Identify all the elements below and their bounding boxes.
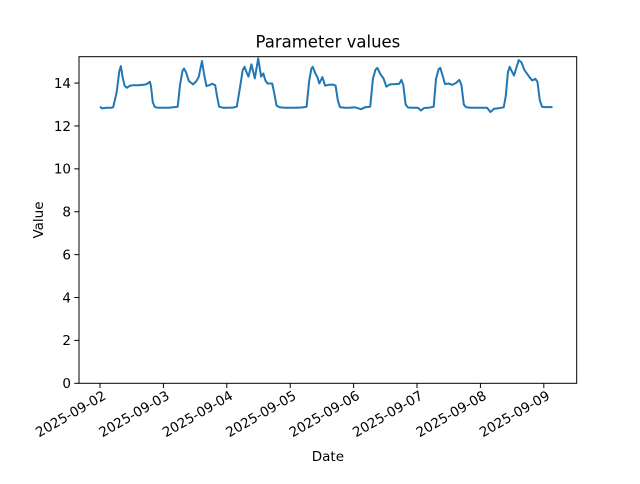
chart-title: Parameter values	[256, 33, 401, 52]
x-axis-label: Date	[312, 449, 344, 465]
y-axis-ticks: 0 2 4 6 8 10 12 14	[54, 76, 79, 392]
y-tick-label: 6	[62, 247, 71, 263]
y-tick-label: 12	[54, 119, 71, 135]
series-line	[99, 57, 553, 113]
y-tick-label: 0	[62, 376, 71, 392]
plot-area	[78, 56, 578, 384]
y-tick-label: 4	[62, 290, 71, 306]
y-tick-label: 8	[62, 205, 71, 221]
y-tick-label: 2	[62, 333, 71, 349]
y-tick-label: 14	[54, 76, 71, 92]
y-tick-label: 10	[54, 162, 71, 178]
y-axis-label: Value	[31, 201, 47, 238]
